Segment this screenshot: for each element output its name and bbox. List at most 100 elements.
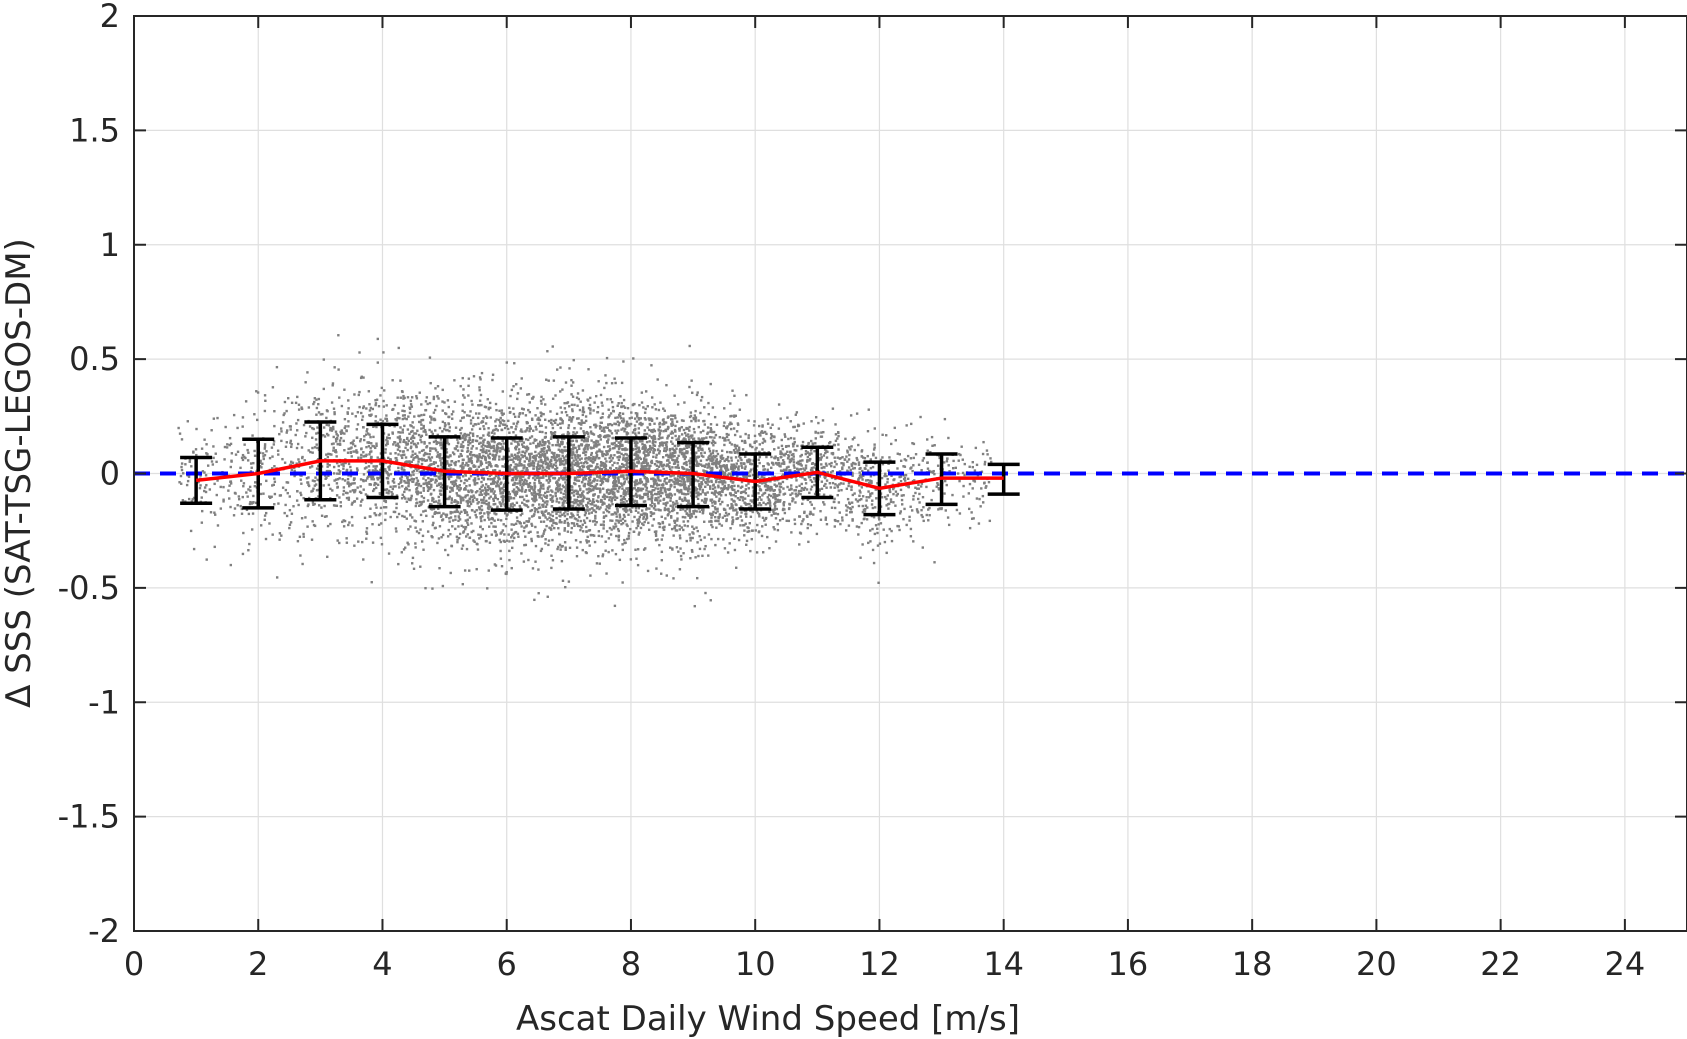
scatter-point — [673, 526, 676, 530]
scatter-point — [588, 482, 591, 485]
scatter-point — [365, 445, 368, 449]
scatter-point — [898, 475, 901, 479]
scatter-point — [615, 496, 619, 500]
scatter-point — [584, 415, 588, 418]
scatter-point — [492, 447, 496, 450]
scatter-point — [710, 520, 713, 523]
scatter-point — [499, 504, 503, 508]
scatter-point — [338, 396, 341, 399]
scatter-point — [255, 390, 258, 393]
scatter-point — [634, 427, 637, 431]
scatter-point — [358, 405, 361, 409]
scatter-point — [503, 484, 507, 488]
scatter-point — [270, 446, 274, 449]
scatter-point — [520, 475, 524, 478]
scatter-point — [547, 490, 550, 493]
scatter-point — [690, 419, 693, 423]
scatter-point — [837, 448, 840, 451]
scatter-point — [366, 470, 370, 474]
scatter-point — [915, 487, 919, 490]
scatter-point — [560, 559, 564, 563]
scatter-point — [550, 518, 553, 521]
scatter-point — [374, 446, 377, 450]
scatter-point — [646, 492, 649, 496]
scatter-point — [458, 518, 462, 521]
scatter-point — [689, 539, 692, 542]
scatter-point — [603, 495, 607, 498]
scatter-point — [574, 462, 578, 466]
scatter-point — [711, 439, 715, 442]
scatter-point — [554, 494, 557, 498]
scatter-point — [640, 464, 643, 468]
scatter-point — [725, 518, 728, 521]
scatter-point — [717, 519, 720, 523]
scatter-point — [502, 488, 505, 492]
scatter-point — [859, 556, 862, 559]
scatter-point — [498, 418, 501, 422]
scatter-point — [326, 524, 330, 528]
scatter-point — [932, 489, 935, 493]
scatter-point — [560, 418, 564, 421]
scatter-point — [491, 487, 495, 491]
scatter-point — [449, 532, 452, 536]
scatter-point — [452, 452, 456, 456]
scatter-point — [597, 380, 600, 383]
scatter-point — [683, 496, 687, 500]
scatter-point — [461, 496, 464, 499]
scatter-point — [360, 453, 363, 457]
scatter-point — [751, 494, 754, 497]
scatter-point — [736, 474, 739, 478]
scatter-point — [794, 476, 798, 479]
scatter-point — [887, 507, 890, 510]
scatter-point — [461, 409, 464, 413]
scatter-point — [474, 469, 478, 472]
scatter-point — [594, 426, 597, 429]
scatter-point — [288, 508, 292, 512]
scatter-point — [349, 482, 353, 486]
scatter-point — [836, 456, 839, 459]
scatter-point — [746, 530, 749, 533]
scatter-point — [419, 420, 422, 424]
scatter-point — [660, 538, 664, 541]
scatter-point — [377, 523, 381, 527]
scatter-point — [912, 456, 915, 460]
scatter-point — [632, 439, 636, 442]
scatter-point — [689, 513, 692, 516]
scatter-point — [537, 442, 540, 446]
scatter-point — [519, 483, 522, 487]
scatter-point — [493, 502, 497, 506]
scatter-point — [513, 440, 517, 443]
scatter-point — [398, 436, 401, 440]
scatter-point — [362, 405, 366, 408]
scatter-point — [871, 506, 875, 510]
scatter-point — [435, 500, 438, 503]
scatter-point — [403, 417, 406, 420]
scatter-point — [699, 411, 702, 415]
scatter-point — [431, 432, 434, 436]
scatter-point — [356, 486, 359, 489]
scatter-point — [456, 487, 459, 490]
scatter-point — [694, 556, 697, 559]
scatter-point — [537, 422, 540, 425]
scatter-point — [808, 491, 811, 495]
scatter-point — [370, 580, 373, 584]
scatter-point — [465, 433, 468, 437]
scatter-point — [967, 507, 971, 511]
scatter-point — [461, 376, 464, 380]
scatter-point — [208, 488, 212, 491]
scatter-point — [451, 525, 454, 528]
scatter-point — [472, 529, 475, 533]
scatter-point — [645, 516, 649, 520]
scatter-point — [705, 463, 708, 466]
scatter-point — [566, 509, 570, 513]
scatter-point — [794, 492, 797, 495]
scatter-point — [565, 486, 568, 489]
scatter-point — [602, 427, 605, 430]
scatter-point — [570, 403, 574, 407]
scatter-point — [777, 446, 780, 449]
scatter-point — [588, 499, 591, 502]
scatter-point — [644, 446, 647, 449]
scatter-point — [601, 503, 604, 506]
scatter-point — [496, 480, 500, 483]
scatter-point — [587, 458, 590, 461]
